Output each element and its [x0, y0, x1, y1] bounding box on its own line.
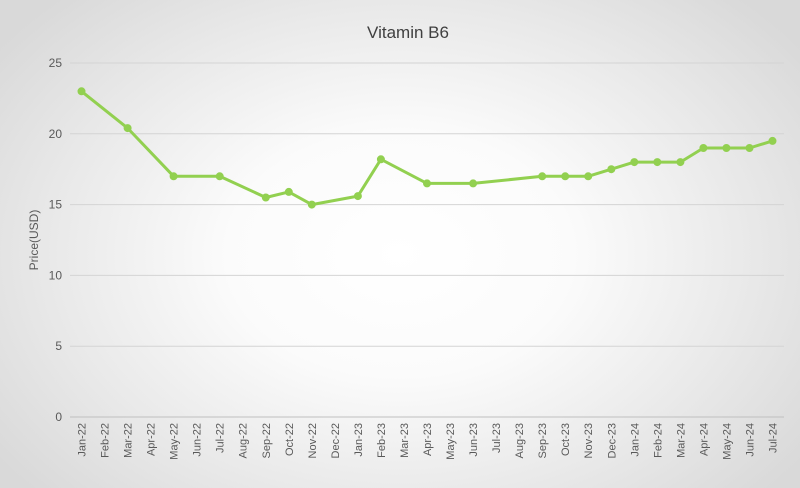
data-point	[584, 172, 593, 181]
y-tick-labels: 0 5 10 15 20 25	[49, 56, 63, 424]
chart-title: Vitamin B6	[367, 23, 449, 42]
x-tick-label: Oct-22	[284, 423, 296, 456]
data-point	[284, 187, 293, 196]
x-tick-label: Jul-22	[215, 423, 227, 453]
x-tick-label: Feb-23	[376, 423, 388, 458]
data-point	[653, 158, 662, 167]
data-point	[768, 136, 777, 145]
data-point	[123, 124, 132, 133]
x-tick-label: Sep-23	[537, 423, 549, 458]
data-point	[676, 158, 685, 167]
x-tick-label: Dec-23	[606, 423, 618, 458]
data-point	[630, 158, 639, 167]
y-axis-label: Price(USD)	[27, 210, 41, 271]
x-tick-label: Jan-22	[77, 423, 89, 457]
data-point	[745, 144, 754, 152]
y-tick-label: 5	[55, 339, 62, 353]
x-tick-label: Aug-22	[238, 423, 250, 458]
y-tick-label: 20	[49, 127, 63, 141]
x-tick-label: May-22	[169, 423, 181, 460]
y-tick-label: 10	[49, 268, 63, 282]
x-tick-label: May-23	[445, 423, 457, 460]
x-tick-label: Mar-22	[123, 423, 135, 458]
data-point	[538, 172, 547, 181]
data-point	[423, 179, 431, 188]
data-point	[77, 87, 86, 96]
x-tick-label: Apr-24	[698, 423, 710, 456]
grid-lines	[70, 62, 784, 347]
x-tick-label: Jan-24	[629, 423, 641, 457]
data-point	[169, 172, 178, 181]
x-tick-label: Nov-22	[307, 423, 319, 458]
x-tick-label: Mar-24	[675, 423, 687, 458]
x-tick-label: May-24	[721, 423, 733, 460]
x-tick-label: Apr-23	[422, 423, 434, 456]
data-point	[699, 144, 708, 152]
x-tick-label: Aug-23	[514, 423, 526, 458]
data-point	[353, 192, 362, 201]
x-tick-label: Oct-23	[560, 423, 572, 456]
data-point	[722, 144, 731, 152]
x-tick-label: Jun-22	[192, 423, 204, 457]
x-tick-labels: Jan-22 Feb-22 Mar-22 Apr-22 May-22 Jun-22 Jul-…	[77, 423, 780, 460]
data-point	[307, 200, 316, 209]
x-tick-label: Mar-23	[399, 423, 411, 458]
data-point	[376, 155, 385, 164]
x-tick-label: Feb-22	[100, 423, 112, 458]
x-tick-label: Jun-23	[468, 423, 480, 457]
series-line	[80, 89, 774, 207]
x-tick-label: Jul-24	[767, 423, 779, 453]
x-tick-label: Jul-23	[491, 423, 503, 453]
x-tick-label: Sep-22	[261, 423, 273, 458]
x-tick-label: Jun-24	[744, 423, 756, 457]
data-point	[607, 165, 616, 174]
x-tick-label: Dec-22	[330, 423, 342, 458]
x-tick-label: Feb-24	[652, 423, 664, 458]
y-tick-label: 25	[49, 56, 63, 70]
x-tick-label: Apr-22	[146, 423, 158, 456]
data-point	[561, 172, 570, 181]
x-tick-label: Jan-23	[353, 423, 365, 457]
series-group	[77, 87, 777, 209]
data-point	[469, 179, 478, 188]
y-tick-label: 15	[49, 198, 63, 212]
data-point	[215, 172, 224, 181]
x-tick-label: Nov-23	[583, 423, 595, 458]
y-tick-label: 0	[55, 410, 62, 424]
data-point	[261, 193, 270, 202]
